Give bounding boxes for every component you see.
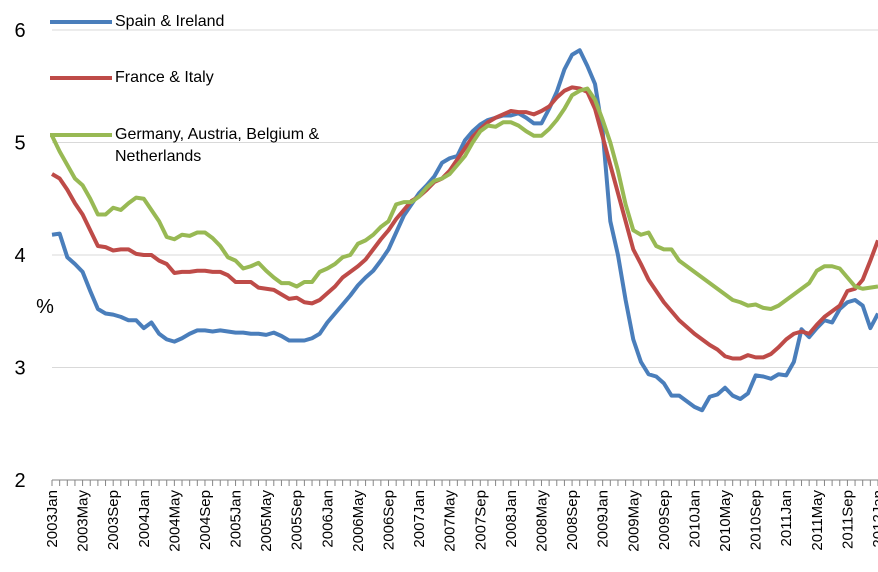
x-tick-label: 2009Sep (656, 490, 673, 550)
x-tick-label: 2006Jan (319, 490, 336, 548)
x-tick-label: 2007Sep (472, 490, 489, 550)
x-tick-label: 2008May (533, 490, 550, 552)
x-tick-label: 2006Sep (381, 490, 398, 550)
y-tick-label: 2 (14, 470, 25, 492)
x-tick-label: 2010Jan (686, 490, 703, 548)
x-tick-label: 2004Jan (136, 490, 153, 548)
x-tick-label: 2008Sep (564, 490, 581, 550)
y-tick-label: 3 (14, 358, 25, 380)
series-line (50, 85, 878, 361)
x-tick-label: 2011Sep (839, 490, 856, 549)
x-tick-label: 2009Jan (595, 490, 612, 548)
x-tick-label: 2011Jan (778, 490, 795, 546)
x-tick-label: 2008Jan (503, 490, 520, 548)
legend-label: Germany, Austria, Belgium & Netherlands (115, 126, 320, 165)
x-tick-label: 2003May (75, 490, 92, 552)
x-tick-label: 2004May (166, 490, 183, 552)
x-tick-label: 2007Jan (411, 490, 428, 548)
x-tick-label: 2010May (717, 490, 734, 552)
x-tick-label: 2004Sep (197, 490, 214, 550)
x-tick-label: 2003Jan (44, 490, 61, 548)
x-tick-label: 2011May (809, 490, 826, 551)
x-tick-label: 2003Sep (105, 490, 122, 550)
x-tick-label: 2005May (258, 490, 275, 552)
y-tick-label: 4 (14, 245, 25, 267)
y-tick-label: 6 (14, 20, 25, 42)
x-tick-label: 2006May (350, 490, 367, 552)
series-line (51, 48, 878, 413)
x-tick-label: 2005Jan (228, 490, 245, 548)
legend-label: France & Italy (115, 69, 214, 86)
x-tick-label: 2012Jan (870, 490, 878, 548)
x-tick-label: 2010Sep (748, 490, 765, 550)
x-tick-label: 2007May (442, 490, 459, 552)
y-tick-label: 5 (14, 133, 25, 155)
series-line (50, 86, 878, 311)
y-axis-label: % (36, 296, 54, 318)
x-tick-label: 2009May (625, 490, 642, 552)
legend-label: Spain & Ireland (115, 13, 225, 30)
x-tick-label: 2005Sep (289, 490, 306, 550)
